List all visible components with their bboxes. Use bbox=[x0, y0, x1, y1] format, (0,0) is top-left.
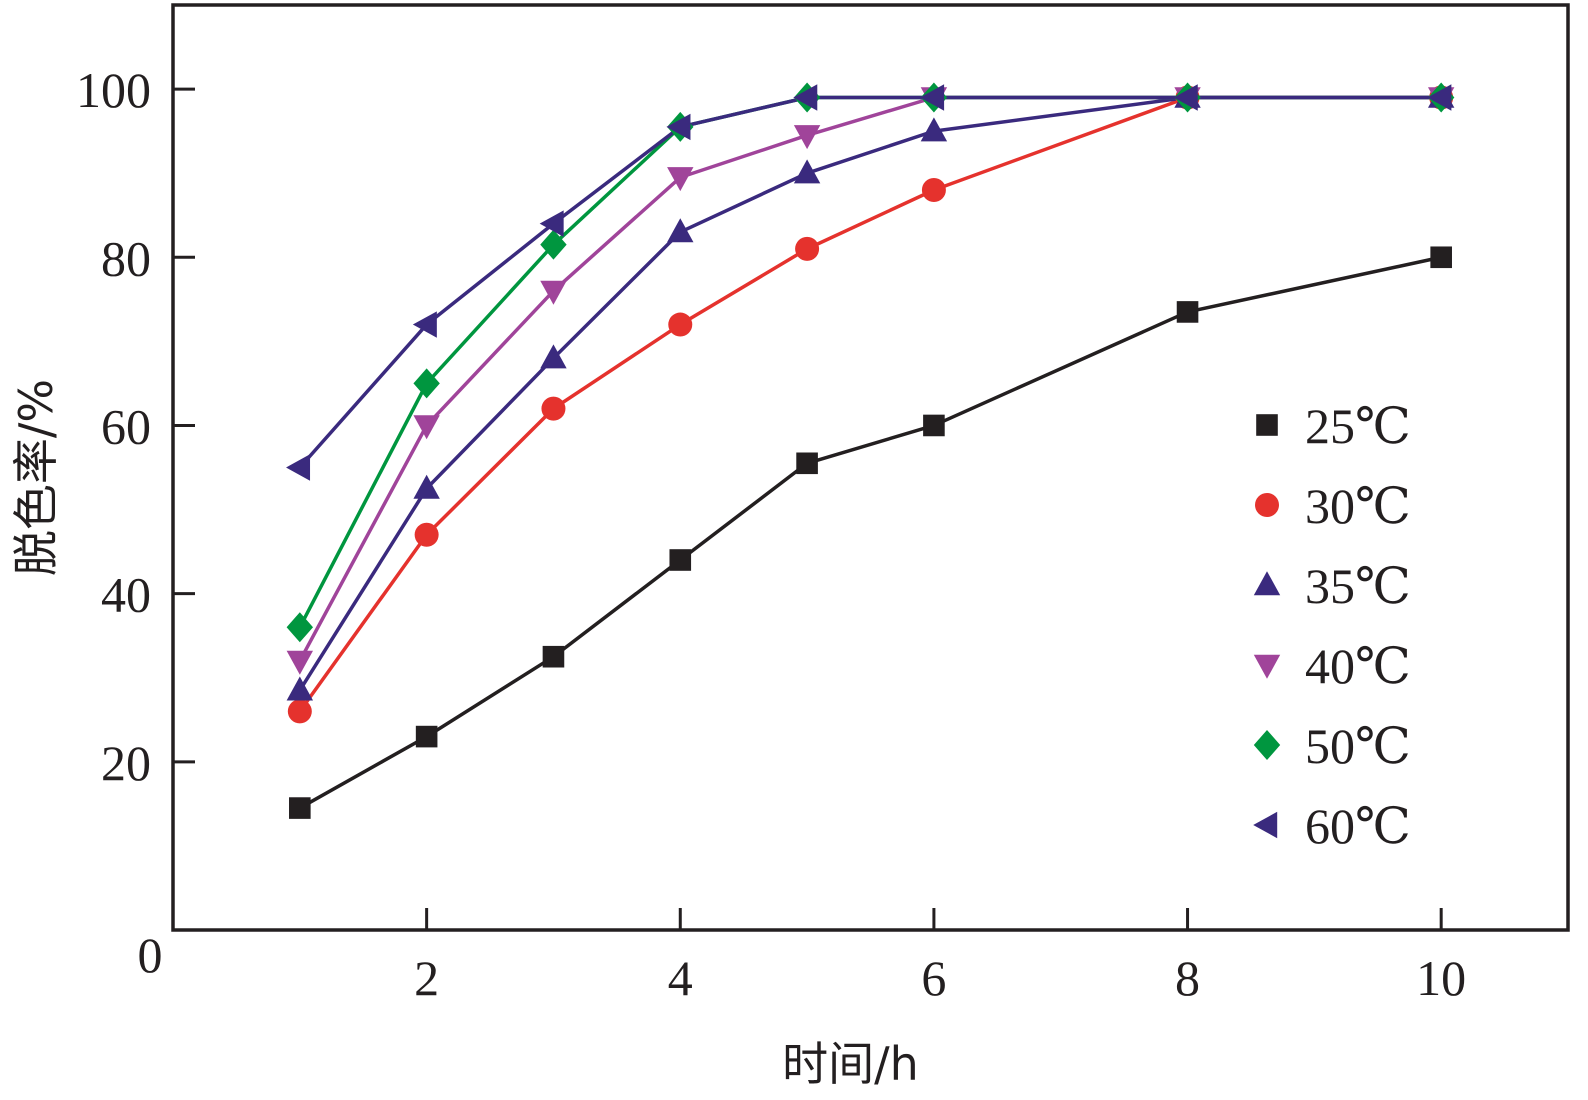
legend-marker bbox=[1253, 654, 1281, 679]
series-markers-35℃ bbox=[286, 83, 1455, 701]
series-30℃ bbox=[298, 95, 1442, 713]
data-point bbox=[921, 178, 946, 202]
x-axis-title: 时间/h bbox=[782, 1037, 919, 1091]
legend-label: 35℃ bbox=[1305, 558, 1411, 614]
legend-label: 50℃ bbox=[1305, 718, 1411, 774]
legend-label: 40℃ bbox=[1305, 638, 1411, 694]
data-point bbox=[413, 474, 440, 499]
series-line bbox=[298, 95, 1442, 713]
y-tick-label: 40 bbox=[101, 567, 151, 623]
data-point bbox=[539, 210, 564, 237]
series-60℃ bbox=[298, 95, 1442, 469]
x-tick-label: 2 bbox=[414, 950, 439, 1006]
series-line bbox=[298, 95, 1442, 662]
data-point bbox=[286, 454, 311, 481]
data-point bbox=[668, 312, 693, 337]
data-point bbox=[793, 159, 821, 184]
x-tick-label: 6 bbox=[921, 950, 946, 1006]
series-line bbox=[298, 95, 1442, 692]
legend-marker bbox=[1253, 730, 1281, 760]
legend-label: 25℃ bbox=[1305, 398, 1411, 454]
data-point bbox=[923, 414, 945, 437]
legend-item: 60℃ bbox=[1253, 798, 1411, 854]
data-point bbox=[667, 218, 694, 243]
data-point bbox=[796, 452, 818, 475]
series-50℃ bbox=[298, 95, 1442, 629]
legend-item: 25℃ bbox=[1256, 398, 1411, 454]
legend-item: 50℃ bbox=[1253, 718, 1411, 774]
data-point bbox=[540, 280, 567, 305]
legend-item: 30℃ bbox=[1255, 478, 1411, 534]
data-point bbox=[793, 125, 821, 150]
data-point bbox=[1430, 246, 1452, 269]
y-tick-label: 80 bbox=[101, 230, 151, 286]
legend-label: 30℃ bbox=[1305, 478, 1411, 534]
legend-label: 60℃ bbox=[1305, 798, 1411, 854]
legend-marker bbox=[1253, 811, 1278, 839]
data-point bbox=[793, 84, 818, 111]
legend-marker bbox=[1255, 493, 1279, 517]
series-markers-60℃ bbox=[286, 84, 1452, 481]
series-40℃ bbox=[298, 95, 1442, 662]
data-point bbox=[669, 549, 692, 571]
legend-item: 40℃ bbox=[1253, 638, 1411, 694]
series-markers-30℃ bbox=[287, 85, 1454, 724]
data-point bbox=[542, 645, 565, 668]
data-point bbox=[667, 167, 694, 192]
series-line bbox=[298, 255, 1442, 810]
legend-marker bbox=[1256, 414, 1278, 436]
data-point bbox=[540, 229, 567, 260]
data-point bbox=[412, 311, 437, 338]
data-point bbox=[1427, 84, 1452, 111]
data-point bbox=[1176, 301, 1199, 323]
y-tick-label: 20 bbox=[101, 735, 151, 791]
data-point bbox=[540, 344, 567, 369]
data-point bbox=[541, 396, 566, 421]
series-markers-40℃ bbox=[286, 87, 1455, 675]
data-point bbox=[415, 725, 438, 748]
series-line bbox=[298, 95, 1442, 629]
y-tick-label: 60 bbox=[101, 398, 151, 454]
x-tick-label: 8 bbox=[1175, 950, 1200, 1006]
data-point bbox=[287, 699, 312, 724]
data-point bbox=[289, 797, 311, 819]
data-point bbox=[414, 522, 439, 547]
data-point bbox=[413, 368, 440, 399]
data-point bbox=[666, 113, 691, 141]
series-line bbox=[298, 95, 1442, 469]
y-tick-label: 100 bbox=[76, 62, 151, 118]
data-point bbox=[920, 84, 945, 111]
plot-frame bbox=[171, 3, 1570, 932]
series-35℃ bbox=[298, 95, 1442, 692]
legend-marker bbox=[1253, 571, 1281, 596]
series-25℃ bbox=[298, 255, 1442, 810]
data-point bbox=[795, 236, 820, 261]
data-point bbox=[286, 612, 314, 643]
data-point bbox=[413, 415, 440, 440]
y-axis-title: 脱色率/% bbox=[9, 379, 63, 576]
series-markers-50℃ bbox=[286, 82, 1455, 643]
data-point bbox=[286, 676, 314, 701]
data-point bbox=[920, 117, 948, 142]
series-markers-25℃ bbox=[289, 246, 1452, 819]
data-point bbox=[1173, 84, 1198, 111]
data-point bbox=[286, 650, 314, 675]
legend-item: 35℃ bbox=[1253, 558, 1411, 614]
x-tick-label: 10 bbox=[1416, 950, 1466, 1006]
x-tick-label: 4 bbox=[668, 950, 693, 1006]
origin-label: 0 bbox=[138, 927, 163, 983]
